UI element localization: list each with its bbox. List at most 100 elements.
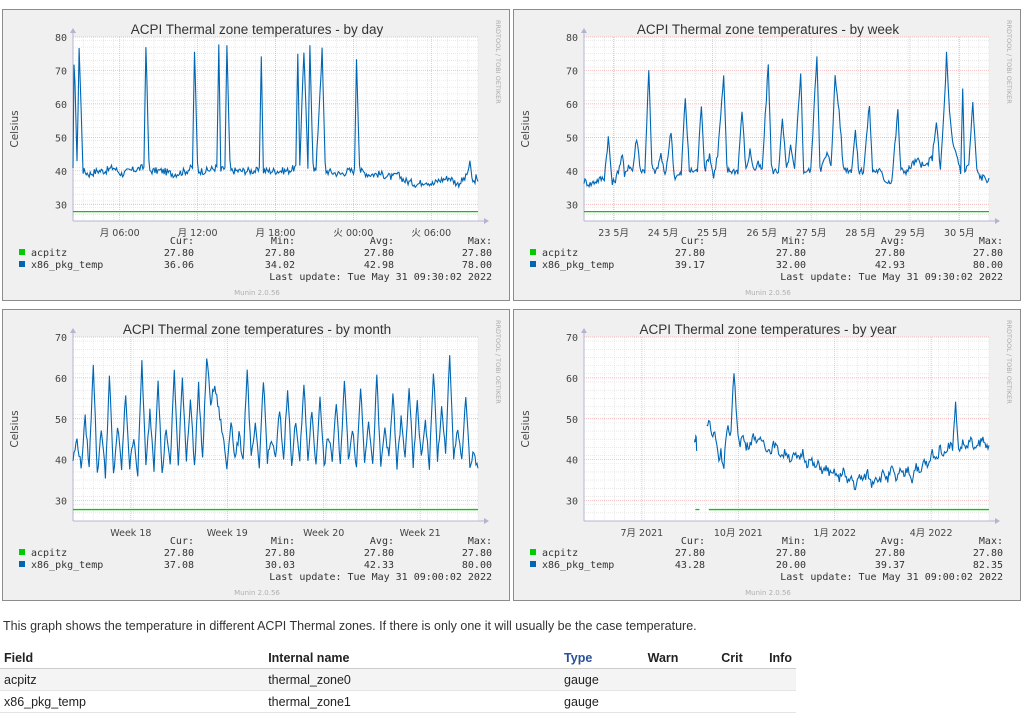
legend-value: 27.80 — [265, 248, 295, 259]
x-tick-label: 29 5月 — [895, 228, 926, 239]
legend-value: 80.00 — [462, 560, 492, 571]
legend-header: Min: — [782, 236, 806, 247]
x-tick-label: Week 21 — [400, 528, 441, 539]
legend-swatch-x86 — [530, 261, 536, 267]
x-tick-label: 月 06:00 — [100, 228, 140, 239]
legend-value: 78.00 — [462, 260, 492, 271]
x86-pkg-temp-line — [706, 373, 990, 491]
field-type: gauge — [560, 668, 644, 691]
graph-title: ACPI Thermal zone temperatures - by mont… — [123, 322, 391, 337]
field-info — [765, 668, 796, 691]
y-axis-label: Celsius — [520, 410, 532, 447]
legend-swatch-acpitz — [530, 549, 536, 555]
field-type: gauge — [560, 690, 644, 713]
header-internal-name: Internal name — [264, 647, 561, 669]
last-update: Last update: Tue May 31 09:30:02 2022 — [780, 272, 1003, 283]
legend-series-name: x86_pkg_temp — [31, 260, 103, 271]
graph-panel-week: ACPI Thermal zone temperatures - by week… — [513, 9, 1021, 301]
x-tick-label: Week 20 — [303, 528, 344, 539]
x86-pkg-temp-line — [694, 434, 698, 452]
last-update: Last update: Tue May 31 09:00:02 2022 — [780, 572, 1003, 583]
legend-header: Max: — [979, 536, 1003, 547]
rrdtool-credit: RRDTOOL / TOBI OETIKER — [494, 320, 502, 404]
munin-version: Munin 2.0.56 — [745, 589, 791, 597]
graph-title: ACPI Thermal zone temperatures - by week — [637, 22, 900, 37]
table-row: x86_pkg_temp thermal_zone1 gauge — [0, 690, 796, 713]
rrdtool-credit: RRDTOOL / TOBI OETIKER — [1005, 320, 1013, 404]
legend-value: 82.35 — [973, 560, 1003, 571]
legend-value: 20.00 — [776, 560, 806, 571]
x-tick-label: 火 06:00 — [411, 228, 451, 239]
graph-panel-month: ACPI Thermal zone temperatures - by mont… — [2, 309, 510, 601]
y-tick-label: 40 — [566, 456, 578, 467]
x-tick-label: Week 19 — [207, 528, 248, 539]
internal-name: thermal_zone1 — [264, 690, 561, 713]
y-tick-label: 60 — [566, 374, 578, 385]
field-crit — [717, 690, 766, 713]
rrdtool-credit: RRDTOOL / TOBI OETIKER — [494, 20, 502, 104]
legend-series-name: acpitz — [542, 248, 578, 259]
munin-version: Munin 2.0.56 — [745, 289, 791, 297]
legend-value: 27.80 — [875, 548, 905, 559]
legend-swatch-acpitz — [530, 249, 536, 255]
legend-header: Min: — [782, 536, 806, 547]
x86-pkg-temp-line — [583, 51, 990, 188]
legend-value: 27.80 — [776, 248, 806, 259]
y-axis-label: Celsius — [9, 410, 21, 447]
legend-value: 27.80 — [164, 548, 194, 559]
x-tick-label: 火 00:00 — [333, 228, 373, 239]
field-warn — [643, 690, 718, 713]
legend-value: 27.80 — [675, 248, 705, 259]
x86-pkg-temp-line — [72, 44, 479, 190]
legend-header: Cur: — [170, 236, 194, 247]
legend-header: Avg: — [881, 236, 905, 247]
header-type[interactable]: Type — [560, 647, 644, 669]
y-axis-label: Celsius — [9, 110, 21, 147]
legend-value: 42.98 — [364, 260, 394, 271]
x-tick-label: 月 12:00 — [178, 228, 218, 239]
y-tick-label: 50 — [566, 415, 578, 426]
y-tick-label: 40 — [566, 167, 578, 178]
legend-header: Cur: — [681, 236, 705, 247]
legend-value: 42.93 — [875, 260, 905, 271]
legend-series-name: x86_pkg_temp — [31, 560, 103, 571]
legend-header: Cur: — [170, 536, 194, 547]
legend-header: Min: — [271, 236, 295, 247]
y-tick-label: 50 — [55, 133, 67, 144]
x-tick-label: 10月 2021 — [714, 528, 763, 539]
last-update: Last update: Tue May 31 09:30:02 2022 — [269, 272, 492, 283]
y-tick-label: 30 — [55, 200, 67, 211]
field-crit — [717, 668, 766, 691]
y-tick-label: 30 — [566, 497, 578, 508]
legend-value: 36.06 — [164, 260, 194, 271]
legend-value: 30.03 — [265, 560, 295, 571]
legend-swatch-x86 — [530, 561, 536, 567]
header-field: Field — [0, 647, 265, 669]
legend-swatch-acpitz — [19, 249, 25, 255]
legend-header: Avg: — [881, 536, 905, 547]
x-tick-label: 23 5月 — [598, 228, 629, 239]
munin-version: Munin 2.0.56 — [234, 289, 280, 297]
graph-title: ACPI Thermal zone temperatures - by year — [639, 322, 897, 337]
field-name: acpitz — [0, 668, 265, 691]
fields-table-header: Field Internal name Type Warn Crit Info — [0, 647, 796, 669]
x-tick-label: 26 5月 — [746, 228, 777, 239]
legend-swatch-x86 — [19, 261, 25, 267]
y-tick-label: 80 — [566, 33, 578, 44]
legend-series-name: acpitz — [31, 248, 67, 259]
y-tick-label: 30 — [566, 200, 578, 211]
header-warn: Warn — [643, 647, 718, 669]
legend-series-name: acpitz — [31, 548, 67, 559]
legend-value: 27.80 — [973, 548, 1003, 559]
y-axis-arrow — [70, 328, 76, 333]
legend-value: 27.80 — [164, 248, 194, 259]
legend-value: 27.80 — [462, 248, 492, 259]
legend-value: 39.37 — [875, 560, 905, 571]
y-tick-label: 60 — [55, 100, 67, 111]
y-tick-label: 50 — [566, 133, 578, 144]
x-axis-arrow — [995, 218, 1000, 224]
header-info: Info — [765, 647, 796, 669]
y-axis-label: Celsius — [520, 110, 532, 147]
legend-header: Avg: — [370, 536, 394, 547]
legend-header: Max: — [979, 236, 1003, 247]
